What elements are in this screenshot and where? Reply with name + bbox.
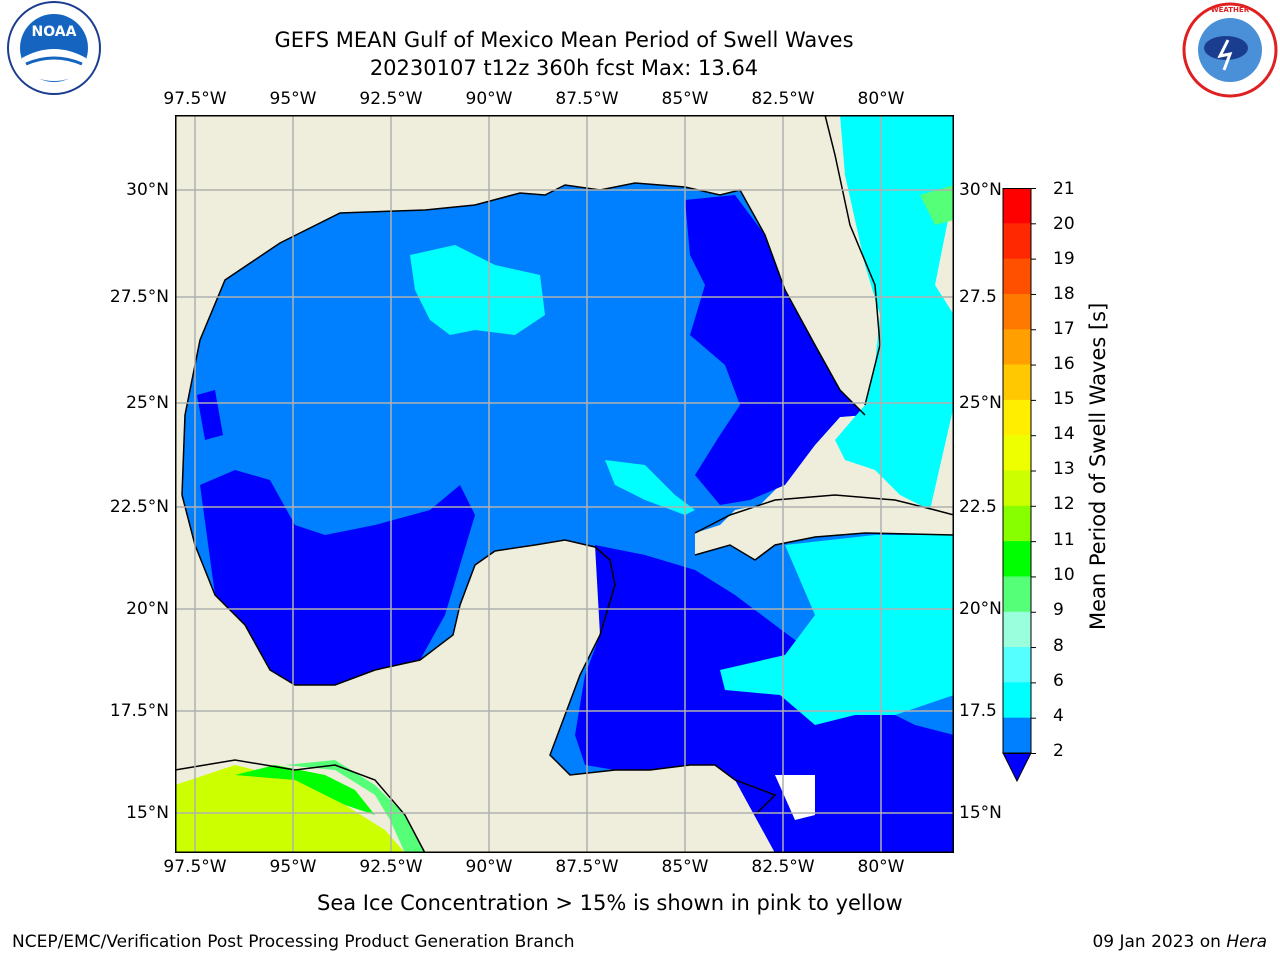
noaa-logo: NOAA [4, 0, 101, 96]
colorbar-tick-label: 14 [1053, 424, 1075, 444]
coastline-cuba [694, 494, 955, 561]
lat-label-left: 30°N [126, 180, 169, 200]
chart-title-line1: GEFS MEAN Gulf of Mexico Mean Period of … [274, 28, 854, 52]
colorbar-tick-label: 4 [1053, 706, 1064, 726]
colorbar-tick-label: 21 [1053, 179, 1075, 199]
pacific-lightgreen [285, 760, 425, 853]
lon-label-top: 95°W [269, 89, 317, 109]
colorbar-tick-label: 17 [1053, 319, 1075, 339]
colorbar-swatch [1003, 611, 1031, 648]
deep-region-south [200, 470, 475, 685]
nws-logo: WEATHER [1180, 0, 1278, 98]
atlantic-green [920, 185, 954, 225]
lon-label-bottom: 80°W [857, 857, 905, 877]
colorbar-swatch [1003, 329, 1031, 366]
colorbar-swatch [1003, 647, 1031, 683]
deep-region-east [685, 195, 865, 505]
colorbar-swatch [1003, 682, 1031, 719]
colorbar-swatch [1003, 188, 1031, 224]
lat-label-right: 27.5 [959, 287, 997, 307]
lon-label-bottom: 92.5°W [359, 857, 423, 877]
colorbar-swatch [1003, 258, 1031, 295]
colorbar-swatch [1003, 223, 1031, 260]
footer-date: 09 Jan 2023 on Hera [1092, 932, 1267, 952]
footer-branch: NCEP/EMC/Verification Post Processing Pr… [12, 932, 575, 952]
lat-label-left: 17.5°N [109, 701, 169, 721]
deep-region-caribbean [575, 545, 954, 853]
lat-label-right: 30°N [959, 180, 1002, 200]
colorbar-tick-label: 16 [1053, 354, 1075, 374]
lat-label-left: 25°N [126, 393, 169, 413]
colorbar-swatch [1003, 576, 1031, 613]
lat-label-left: 15°N [126, 803, 169, 823]
lon-label-bottom: 87.5°W [555, 857, 619, 877]
lon-label-bottom: 82.5°W [751, 857, 815, 877]
sea-ice-note: Sea Ice Concentration > 15% is shown in … [317, 891, 903, 915]
lon-label-top: 87.5°W [555, 89, 619, 109]
chart-title-line2: 20230107 t12z 360h fcst Max: 13.64 [369, 56, 759, 80]
gulf-map [174, 114, 955, 854]
lat-label-left: 20°N [126, 599, 169, 619]
lon-label-top: 82.5°W [751, 89, 815, 109]
lon-label-top: 92.5°W [359, 89, 423, 109]
lon-label-top: 80°W [857, 89, 905, 109]
colorbar-swatch [1003, 717, 1031, 754]
colorbar-swatch [1003, 435, 1031, 471]
colorbar-tick-label: 19 [1053, 249, 1075, 269]
lat-label-left: 27.5°N [109, 287, 169, 307]
coastline-gulf [181, 182, 866, 496]
footer-machine: Hera [1226, 932, 1267, 952]
lon-label-bottom: 90°W [465, 857, 513, 877]
lon-label-bottom: 85°W [661, 857, 709, 877]
lon-label-bottom: 97.5°W [163, 857, 227, 877]
colorbar-swatch [1003, 293, 1031, 330]
cyan-region-yucatan-channel [605, 460, 695, 515]
footer-date-text: 09 Jan 2023 on [1092, 932, 1221, 952]
lat-label-right: 20°N [959, 599, 1002, 619]
colorbar-swatch [1003, 364, 1031, 401]
colorbar-tick-label: 18 [1053, 284, 1075, 304]
colorbar-tick-label: 9 [1053, 600, 1064, 620]
colorbar-tick-label: 13 [1053, 459, 1075, 479]
cyan-region-central [410, 245, 545, 335]
colorbar-swatch [1003, 505, 1031, 542]
map-panel [174, 114, 955, 854]
coastline-pacific [174, 759, 426, 854]
colorbar-swatch [1003, 541, 1031, 577]
lat-label-right: 25°N [959, 393, 1002, 413]
colorbar-swatches [1002, 188, 1036, 783]
lon-label-top: 85°W [661, 89, 709, 109]
colorbar-tick-label: 20 [1053, 214, 1075, 234]
colorbar-swatch [1003, 470, 1031, 507]
colorbar-title: Mean Period of Swell Waves [s] [1086, 302, 1110, 630]
lat-label-right: 22.5 [959, 497, 997, 517]
svg-text:WEATHER: WEATHER [1211, 6, 1250, 14]
cyan-region-atlantic [835, 115, 954, 510]
coastline-florida-east [824, 114, 881, 406]
lon-label-bottom: 95°W [269, 857, 317, 877]
colorbar-tick-label: 15 [1053, 389, 1075, 409]
colorbar-tick-label: 8 [1053, 636, 1064, 656]
colorbar-under-triangle [1002, 752, 1032, 783]
grid-lines [175, 115, 954, 853]
colorbar [1002, 188, 1036, 783]
lon-label-top: 97.5°W [163, 89, 227, 109]
lat-label-left: 22.5°N [109, 497, 169, 517]
cyan-region-caribbean [720, 535, 954, 725]
pacific-yellow [175, 765, 405, 853]
coastline-mexico [181, 494, 777, 816]
lat-label-right: 15°N [959, 803, 1002, 823]
colorbar-tick-label: 6 [1053, 671, 1064, 691]
lon-label-top: 90°W [465, 89, 513, 109]
colorbar-tick-label: 2 [1053, 741, 1064, 761]
svg-text:NOAA: NOAA [32, 24, 77, 40]
lat-label-right: 17.5 [959, 701, 997, 721]
colorbar-tick-label: 12 [1053, 494, 1075, 514]
colorbar-tick-label: 11 [1053, 530, 1075, 550]
colorbar-swatch [1003, 399, 1031, 436]
pacific-green [235, 765, 375, 815]
colorbar-tick-label: 10 [1053, 565, 1075, 585]
